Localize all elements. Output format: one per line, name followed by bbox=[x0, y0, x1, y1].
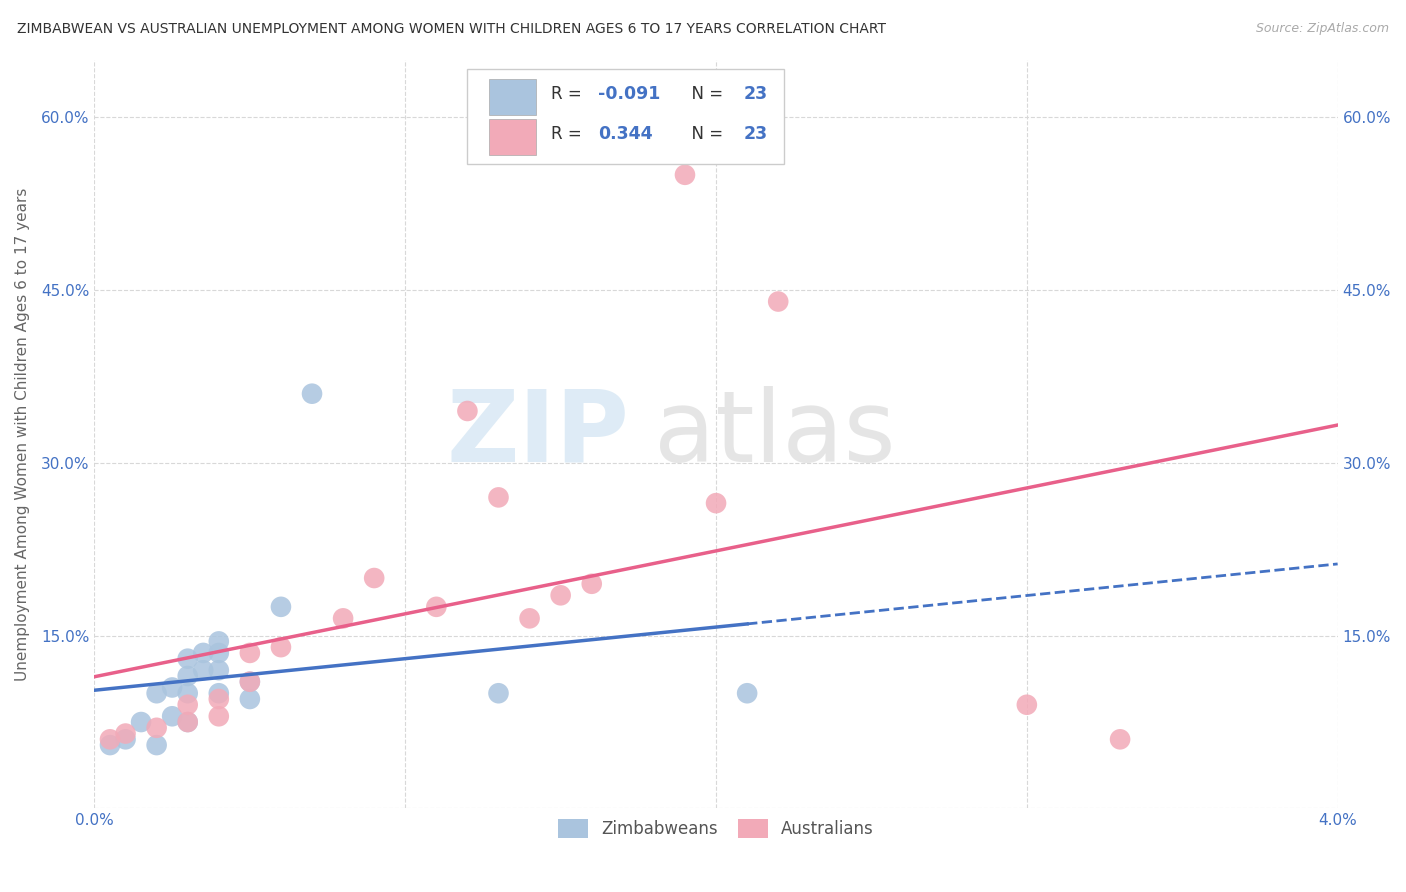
Point bbox=[488, 686, 510, 700]
Point bbox=[208, 709, 231, 723]
Point bbox=[145, 686, 167, 700]
Point bbox=[145, 721, 167, 735]
Point bbox=[239, 674, 262, 689]
Text: -0.091: -0.091 bbox=[598, 85, 661, 103]
Point bbox=[177, 669, 200, 683]
FancyBboxPatch shape bbox=[488, 120, 536, 155]
Point bbox=[160, 681, 183, 695]
FancyBboxPatch shape bbox=[488, 78, 536, 115]
Point bbox=[98, 732, 121, 747]
Point bbox=[177, 686, 200, 700]
Text: Source: ZipAtlas.com: Source: ZipAtlas.com bbox=[1256, 22, 1389, 36]
Point bbox=[425, 599, 447, 614]
Point bbox=[239, 674, 262, 689]
Point bbox=[193, 646, 215, 660]
Text: ZIMBABWEAN VS AUSTRALIAN UNEMPLOYMENT AMONG WOMEN WITH CHILDREN AGES 6 TO 17 YEA: ZIMBABWEAN VS AUSTRALIAN UNEMPLOYMENT AM… bbox=[17, 22, 886, 37]
Point bbox=[301, 386, 323, 401]
Point bbox=[488, 491, 510, 505]
Point bbox=[519, 611, 541, 625]
Point bbox=[177, 698, 200, 712]
Text: R =: R = bbox=[551, 85, 586, 103]
Point bbox=[208, 692, 231, 706]
Point bbox=[114, 732, 136, 747]
Point bbox=[270, 640, 292, 655]
Point bbox=[177, 651, 200, 665]
Text: atlas: atlas bbox=[654, 385, 896, 483]
FancyBboxPatch shape bbox=[467, 69, 785, 164]
Text: 23: 23 bbox=[744, 125, 768, 144]
Text: ZIP: ZIP bbox=[446, 385, 628, 483]
Point bbox=[270, 599, 292, 614]
Text: N =: N = bbox=[682, 85, 728, 103]
Text: 0.344: 0.344 bbox=[598, 125, 652, 144]
Y-axis label: Unemployment Among Women with Children Ages 6 to 17 years: Unemployment Among Women with Children A… bbox=[15, 187, 30, 681]
Point bbox=[208, 646, 231, 660]
Point bbox=[145, 738, 167, 752]
Point bbox=[193, 663, 215, 677]
Point bbox=[1015, 698, 1038, 712]
Point bbox=[239, 692, 262, 706]
Point bbox=[704, 496, 727, 510]
Text: N =: N = bbox=[682, 125, 728, 144]
Point bbox=[332, 611, 354, 625]
Point bbox=[114, 726, 136, 740]
Text: R =: R = bbox=[551, 125, 586, 144]
Point bbox=[673, 168, 696, 182]
Point bbox=[129, 714, 152, 729]
Point bbox=[363, 571, 385, 585]
Point bbox=[550, 588, 572, 602]
Point bbox=[177, 714, 200, 729]
Point bbox=[581, 576, 603, 591]
Point bbox=[766, 294, 789, 309]
Point bbox=[98, 738, 121, 752]
Point bbox=[208, 663, 231, 677]
Point bbox=[456, 404, 478, 418]
Point bbox=[160, 709, 183, 723]
Point bbox=[735, 686, 758, 700]
Point bbox=[177, 714, 200, 729]
Legend: Zimbabweans, Australians: Zimbabweans, Australians bbox=[551, 813, 880, 845]
Point bbox=[239, 646, 262, 660]
Point bbox=[208, 634, 231, 648]
Text: 23: 23 bbox=[744, 85, 768, 103]
Point bbox=[1109, 732, 1132, 747]
Point bbox=[208, 686, 231, 700]
